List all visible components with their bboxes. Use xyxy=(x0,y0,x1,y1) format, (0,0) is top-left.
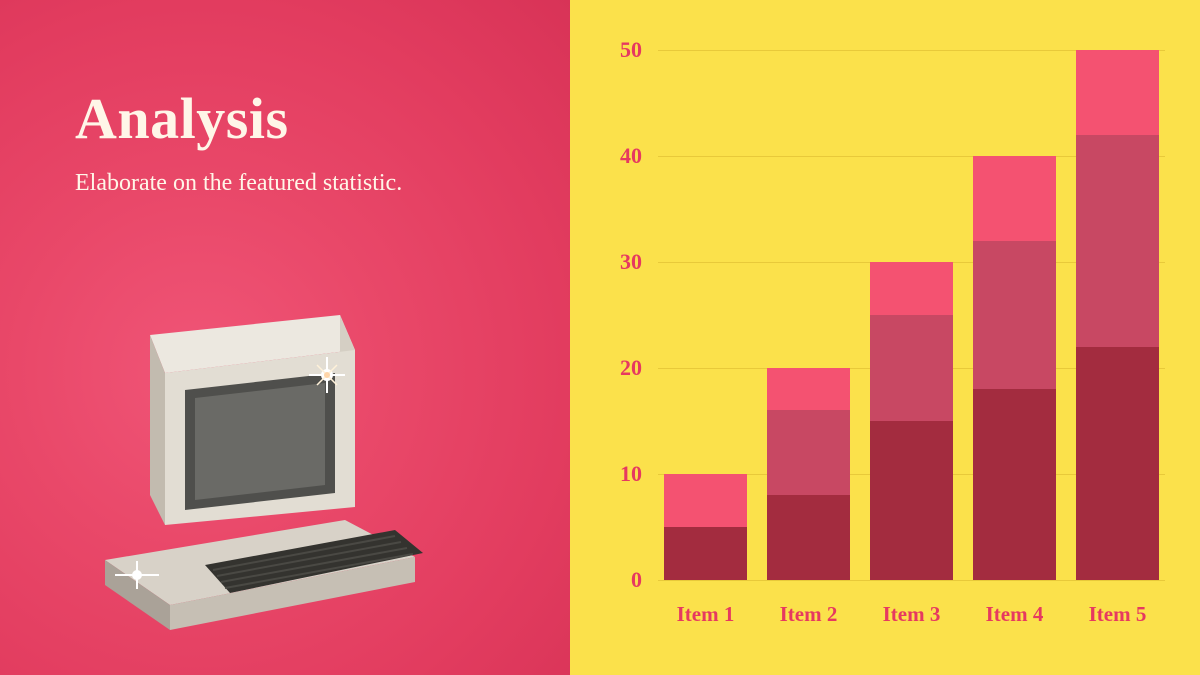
bar-segment xyxy=(767,410,850,495)
bar-segment xyxy=(870,262,953,315)
bar-segment xyxy=(1076,347,1159,580)
bar xyxy=(1076,50,1159,580)
y-axis: 01020304050 xyxy=(590,50,650,585)
y-tick-label: 0 xyxy=(631,567,642,593)
x-tick-label: Item 3 xyxy=(870,602,953,627)
y-tick-label: 10 xyxy=(620,461,642,487)
x-tick-label: Item 4 xyxy=(973,602,1056,627)
y-tick-label: 40 xyxy=(620,143,642,169)
bar xyxy=(973,156,1056,580)
x-tick-label: Item 2 xyxy=(767,602,850,627)
retro-computer-icon xyxy=(95,285,465,645)
page-subtitle: Elaborate on the featured statistic. xyxy=(75,170,510,197)
bar-segment xyxy=(1076,50,1159,135)
stacked-bar-chart: 01020304050 Item 1Item 2Item 3Item 4Item… xyxy=(590,50,1165,645)
bar-segment xyxy=(870,315,953,421)
x-axis-labels: Item 1 Item 2 Item 3 Item 4 Item 5 xyxy=(658,602,1165,627)
bar-segment xyxy=(664,527,747,580)
bar xyxy=(664,474,747,580)
y-tick-label: 30 xyxy=(620,249,642,275)
bar-segment xyxy=(767,495,850,580)
bar-segment xyxy=(973,156,1056,241)
right-panel: 01020304050 Item 1Item 2Item 3Item 4Item… xyxy=(570,0,1200,675)
gridline xyxy=(658,580,1165,581)
page-title: Analysis xyxy=(75,85,510,152)
bar xyxy=(767,368,850,580)
x-tick-label: Item 5 xyxy=(1076,602,1159,627)
x-tick-label: Item 1 xyxy=(664,602,747,627)
y-tick-label: 50 xyxy=(620,37,642,63)
bars-container xyxy=(658,50,1165,580)
bar xyxy=(870,262,953,580)
bar-segment xyxy=(870,421,953,580)
bar-segment xyxy=(973,241,1056,389)
bar-segment xyxy=(767,368,850,410)
bar-segment xyxy=(664,474,747,527)
bar-segment xyxy=(1076,135,1159,347)
bar-segment xyxy=(973,389,1056,580)
left-panel: Analysis Elaborate on the featured stati… xyxy=(0,0,570,675)
y-tick-label: 20 xyxy=(620,355,642,381)
